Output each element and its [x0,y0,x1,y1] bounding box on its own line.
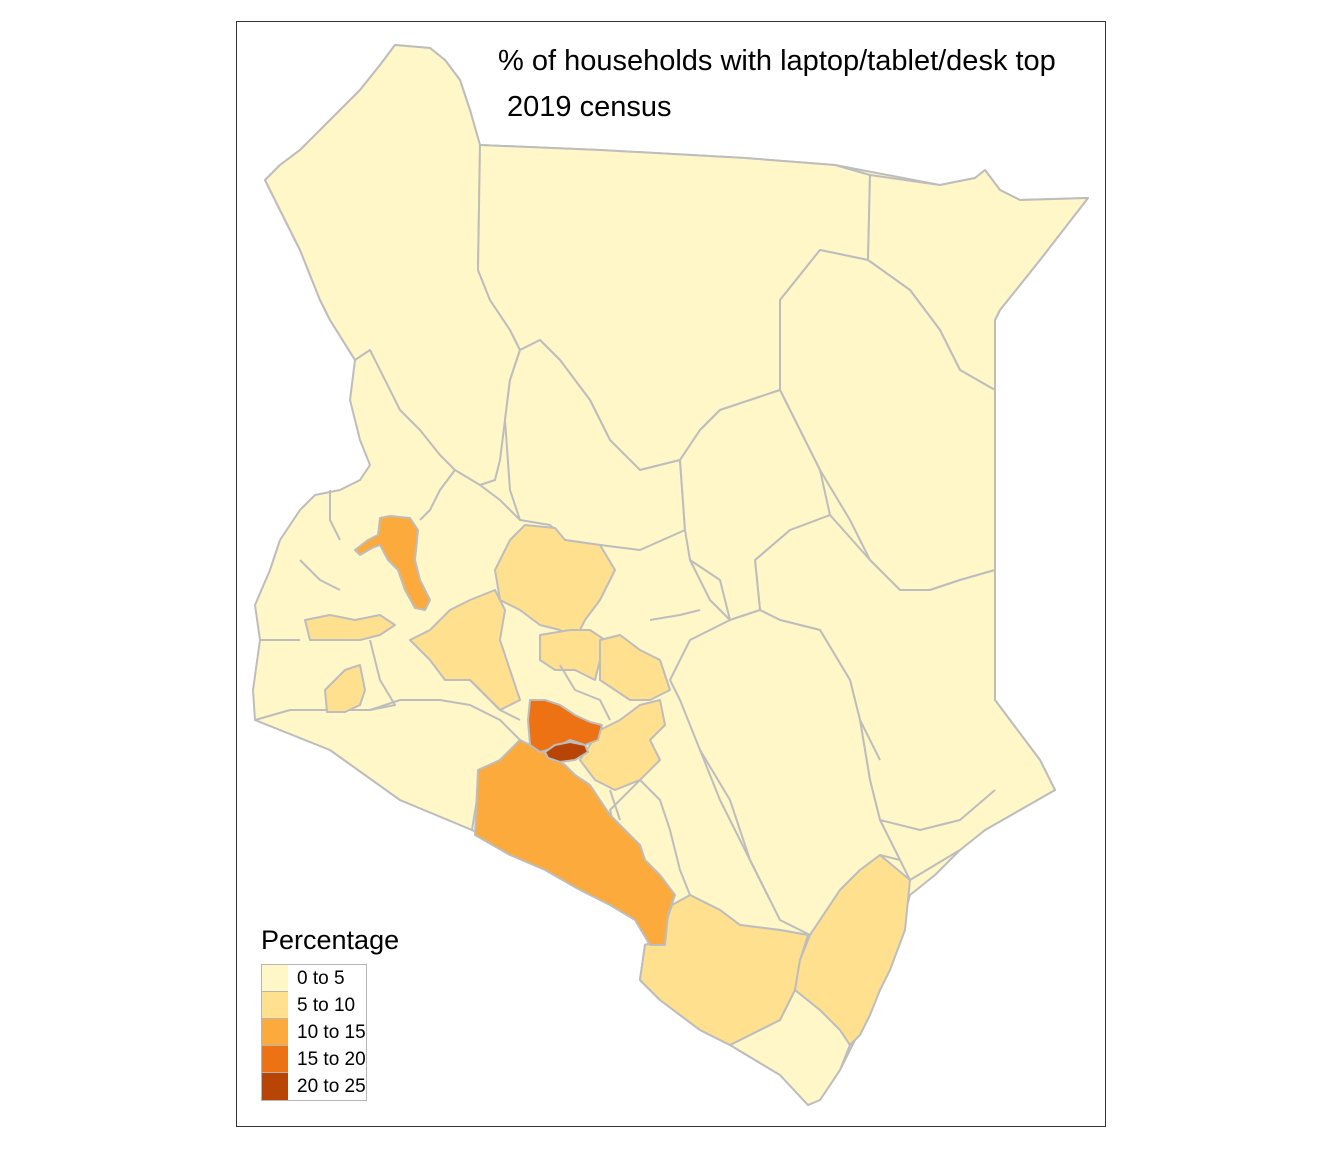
county-coast-lamu [794,854,911,1046]
county-central-b [599,634,671,701]
legend-label: 10 to 15 [297,1022,366,1043]
county-uasin-gishu [354,515,431,611]
county-rift-upper [494,524,616,641]
legend-item: 0 to 5 [262,965,366,992]
legend-title: Percentage [261,925,400,955]
county-regions [252,44,1089,1106]
county-kiambu [527,699,603,753]
county-rift-mid [409,589,521,711]
legend-item: 15 to 20 [262,1046,366,1073]
legend-swatch [262,1046,288,1073]
legend-swatches: 0 to 5 5 to 10 10 to 15 15 to 20 20 to 25 [261,964,367,1101]
county-central-c [579,699,666,791]
legend-item: 20 to 25 [262,1073,366,1100]
county-central-a [539,629,606,681]
legend-swatch [262,1073,288,1100]
legend-swatch [262,965,288,992]
map-frame [236,21,1106,1127]
legend-label: 20 to 25 [297,1076,366,1097]
title-line-1: % of households with laptop/tablet/desk … [498,45,1056,77]
county-west-a [304,614,396,641]
legend-swatch [262,1019,288,1046]
legend-item: 5 to 10 [262,992,366,1019]
legend-label: 5 to 10 [297,995,356,1016]
county-centre-east [679,389,831,621]
title-line-2: 2019 census [507,91,672,123]
county-nairobi [544,741,589,763]
internal-boundaries [260,469,996,901]
map-title: % of households with laptop/tablet/desk … [498,38,1108,128]
map-legend: Percentage 0 to 5 5 to 10 10 to 15 15 to 20… [261,922,399,1105]
legend-label: 15 to 20 [297,1049,366,1070]
legend-item: 10 to 15 [262,1019,366,1046]
legend-swatch [262,992,288,1019]
county-west-b [324,664,366,713]
legend-label: 0 to 5 [297,968,345,989]
